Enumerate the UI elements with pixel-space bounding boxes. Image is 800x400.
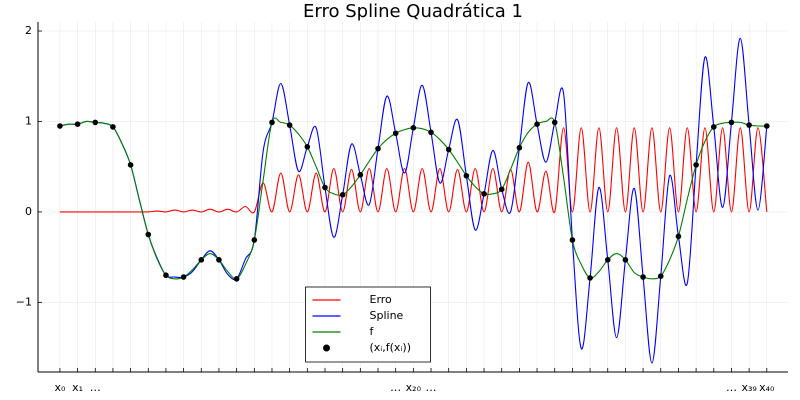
data-point [763,123,770,129]
data-point [657,273,664,279]
y-tick-label: 2 [25,24,32,37]
data-point [481,191,487,197]
data-point [216,257,222,263]
data-point [710,124,717,130]
data-point [163,272,169,279]
legend-label: f [370,325,375,338]
y-tick-label: 1 [25,114,32,127]
data-point [675,233,682,240]
data-point [622,257,629,263]
x-tick-label: x₁ [72,381,83,394]
data-point [693,162,699,168]
legend-label: (xᵢ,f(xᵢ)) [370,341,412,354]
x-tick-label: x₂₀ [406,381,422,394]
x-tick-label: … [426,381,437,394]
x-tick-label: x₄₀ [759,381,775,394]
legend-label: Spline [370,309,404,322]
data-point [357,172,364,178]
x-tick-label: … [90,381,101,394]
data-point [74,121,81,127]
data-point [322,184,328,191]
data-point [304,144,311,150]
y-tick-label: −1 [16,295,32,308]
data-point [251,237,258,243]
data-point [516,144,523,151]
line-series [59,127,768,214]
data-point [640,274,646,280]
data-point [587,275,593,281]
data-point [498,186,505,193]
data-point [410,125,417,131]
data-point [428,129,434,136]
data-point [233,276,240,282]
data-point [92,119,99,126]
data-point [145,231,152,238]
data-point [463,172,470,179]
data-point [534,121,540,127]
data-point [110,124,116,130]
x-tick-label: … [726,381,737,394]
data-point [604,257,611,263]
data-point [728,119,735,126]
legend-label: Erro [370,293,393,306]
data-point [198,257,205,263]
data-point [269,119,275,126]
y-tick-label: 0 [25,205,32,218]
legend-box [305,286,431,363]
data-point [286,122,293,128]
data-point [375,145,381,152]
data-point [127,162,134,168]
x-tick-label: x₀ [54,381,66,394]
legend-marker [323,344,330,352]
data-point [180,274,187,280]
data-point [445,146,452,153]
data-point [746,122,752,128]
chart-title: Erro Spline Quadrática 1 [303,1,523,22]
data-point [551,119,558,126]
data-point [569,237,576,243]
data-point [57,123,63,129]
x-tick-label: x₃₉ [741,381,756,394]
data-point [339,191,346,198]
data-point [392,130,399,137]
x-tick-label: … [390,381,401,394]
